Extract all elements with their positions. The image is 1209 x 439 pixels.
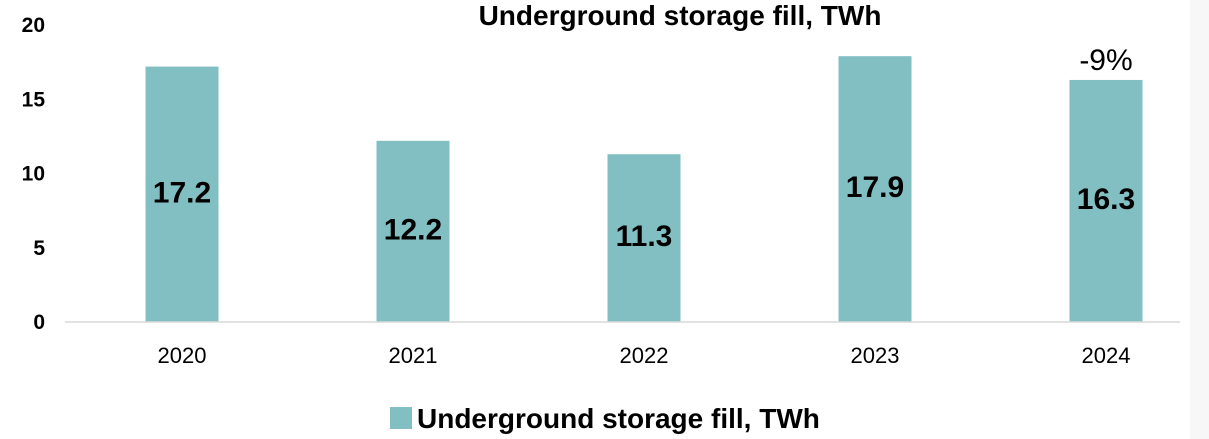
chart-title: Underground storage fill, TWh <box>479 0 882 31</box>
bar <box>145 66 219 322</box>
bar <box>1069 79 1143 322</box>
bar-value-label: 17.9 <box>846 171 904 204</box>
x-tick-label: 2021 <box>389 343 438 368</box>
x-tick-label: 2024 <box>1082 343 1131 368</box>
right-edge-strip <box>1190 0 1209 439</box>
bar <box>376 140 450 322</box>
bar-value-label: 17.2 <box>153 176 211 209</box>
bars <box>145 56 1143 323</box>
x-axis-ticks: 2020 2021 2022 2023 2024 <box>158 343 1131 368</box>
y-tick-label: 5 <box>33 237 45 260</box>
y-tick-label: 15 <box>22 88 46 111</box>
y-tick-label: 20 <box>22 14 45 37</box>
x-tick-label: 2020 <box>158 343 207 368</box>
bar-value-label: 11.3 <box>616 220 673 253</box>
legend-swatch <box>390 407 412 429</box>
bar <box>607 154 681 322</box>
legend-label: Underground storage fill, TWh <box>417 403 820 434</box>
y-axis-ticks: 0 5 10 15 20 <box>22 14 46 334</box>
x-tick-label: 2023 <box>851 343 900 368</box>
x-tick-label: 2022 <box>620 343 669 368</box>
y-tick-label: 10 <box>22 163 45 186</box>
bar <box>838 56 912 323</box>
bar-value-label: 16.3 <box>1077 183 1135 216</box>
legend: Underground storage fill, TWh <box>390 403 820 434</box>
bar-value-label: 12.2 <box>384 213 442 246</box>
y-tick-label: 0 <box>33 311 45 334</box>
bar-value-labels: 17.2 12.2 11.3 17.9 16.3 <box>153 171 1135 253</box>
change-annotation: -9% <box>1079 44 1132 77</box>
